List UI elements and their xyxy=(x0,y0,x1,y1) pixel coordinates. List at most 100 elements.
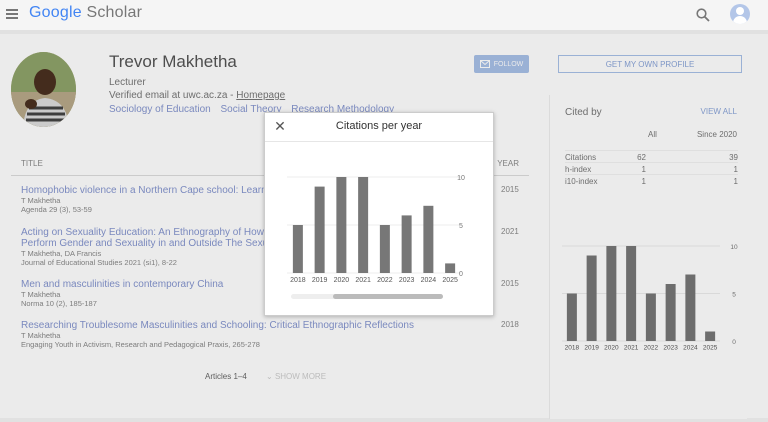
stats-row-i10-index: i10-index 1 1 xyxy=(565,174,738,186)
stats-row-h-index: h-index 1 1 xyxy=(565,162,738,174)
article-title-line-2[interactable]: Perform Gender and Sexuality in and Outs… xyxy=(21,238,274,249)
bar-2018[interactable] xyxy=(292,225,303,273)
article-year: 2018 xyxy=(501,320,519,329)
follow-label: FOLLOW xyxy=(493,60,524,68)
article-venue: Journal of Educational Studies 2021 (si1… xyxy=(21,258,177,267)
google-scholar-logo[interactable]: Google Scholar xyxy=(29,4,142,22)
email-text: Verified email at uwc.ac.za - xyxy=(109,90,237,101)
stats-label[interactable]: Citations xyxy=(565,153,597,162)
profile-role: Lecturer xyxy=(109,77,146,88)
stats-since: 1 xyxy=(733,165,738,174)
chevron-down-icon: ⌄ xyxy=(266,372,273,381)
x-tick-label: 2022 xyxy=(644,345,659,352)
x-tick-label: 2019 xyxy=(312,277,328,284)
citations-mini-chart[interactable]: 0 5 10 2018 2019 2020 2021 2022 2023 2024 2025 xyxy=(560,236,745,354)
cited-by-title: Cited by xyxy=(565,107,602,118)
article-year: 2015 xyxy=(501,185,519,194)
article-title[interactable]: Researching Troublesome Masculinities an… xyxy=(21,320,414,331)
stats-all: 1 xyxy=(641,165,646,174)
stats-label[interactable]: h-index xyxy=(565,165,592,174)
bar-2020[interactable] xyxy=(606,246,617,341)
dialog-divider xyxy=(265,141,493,142)
mail-icon xyxy=(479,60,490,68)
close-icon[interactable]: ✕ xyxy=(274,118,286,134)
chart-scroll-thumb[interactable] xyxy=(333,294,443,299)
citations-per-year-chart: 0 5 10 2018 2019 2020 2021 2022 2023 2024 2025 xyxy=(287,175,465,284)
bar-2022[interactable] xyxy=(645,293,656,342)
bar-2021[interactable] xyxy=(358,177,369,273)
bar-2019[interactable] xyxy=(314,186,325,273)
dialog-title: Citations per year xyxy=(335,120,423,132)
article-authors: T Makhetha, DA Francis xyxy=(21,249,102,258)
stats-since: 1 xyxy=(733,177,738,186)
bar-2018[interactable] xyxy=(566,293,577,342)
interest-sociology-of-education[interactable]: Sociology of Education xyxy=(109,104,211,115)
article-year: 2015 xyxy=(501,279,519,288)
column-title[interactable]: TITLE xyxy=(21,159,43,168)
search-icon[interactable] xyxy=(695,7,711,23)
homepage-link[interactable]: Homepage xyxy=(236,90,286,101)
show-more-button[interactable]: ⌄ SHOW MORE xyxy=(266,372,326,381)
article-title[interactable]: Homophobic violence in a Northern Cape s… xyxy=(21,185,281,196)
article-year: 2021 xyxy=(501,227,519,236)
show-more-label: SHOW MORE xyxy=(274,372,327,381)
bar-2021[interactable] xyxy=(626,246,637,341)
stats-since: 39 xyxy=(729,153,738,162)
table-row: Men and masculinities in contemporary Ch… xyxy=(21,279,521,308)
x-tick-label: 2019 xyxy=(584,345,599,352)
stats-row-citations: Citations 62 39 xyxy=(565,150,738,162)
profile-name: Trevor Makhetha xyxy=(109,52,237,71)
x-tick-label: 2023 xyxy=(399,277,415,284)
profile-email: Verified email at uwc.ac.za - Homepage xyxy=(109,90,285,101)
table-row: Researching Troublesome Masculinities an… xyxy=(21,320,521,349)
chart-scrollbar[interactable] xyxy=(291,294,443,299)
stats-label[interactable]: i10-index xyxy=(565,177,598,186)
x-tick-label: 2020 xyxy=(334,277,350,284)
x-tick-label: 2024 xyxy=(683,345,698,352)
table-row: Acting on Sexuality Education: An Ethnog… xyxy=(21,227,521,267)
x-tick-label: 2020 xyxy=(604,345,619,352)
x-tick-label: 2024 xyxy=(421,277,437,284)
view-all-link[interactable]: VIEW ALL xyxy=(700,107,737,116)
bar-2023[interactable] xyxy=(401,215,412,273)
article-authors: T Makhetha xyxy=(21,196,61,205)
account-avatar-icon[interactable] xyxy=(730,4,750,24)
top-bar: Google Scholar xyxy=(0,0,768,30)
profile-photo xyxy=(11,52,76,127)
stats-all: 1 xyxy=(641,177,646,186)
column-year[interactable]: YEAR xyxy=(497,159,519,168)
profile-page: Trevor Makhetha Lecturer Verified email … xyxy=(0,34,768,419)
logo-google: Google xyxy=(29,4,82,21)
articles-count: Articles 1–4 xyxy=(205,372,247,381)
follow-button[interactable]: FOLLOW xyxy=(474,55,529,73)
stats-col-all: All xyxy=(648,130,657,139)
bar-2025[interactable] xyxy=(445,263,456,273)
y-tick-label: 5 xyxy=(732,292,736,299)
bar-2024[interactable] xyxy=(685,274,696,342)
bar-2019[interactable] xyxy=(586,255,597,342)
article-venue: Agenda 29 (3), 53-59 xyxy=(21,205,92,214)
article-title[interactable]: Men and masculinities in contemporary Ch… xyxy=(21,279,224,290)
bar-2022[interactable] xyxy=(379,225,390,273)
x-tick-label: 2023 xyxy=(663,345,678,352)
bar-2023[interactable] xyxy=(665,284,676,341)
bar-2024[interactable] xyxy=(423,205,434,273)
stats-all: 62 xyxy=(637,153,646,162)
x-tick-label: 2018 xyxy=(290,277,306,284)
research-interests: Sociology of Education Social Theory Res… xyxy=(109,104,401,115)
x-tick-label: 2025 xyxy=(442,277,458,284)
x-tick-label: 2021 xyxy=(624,345,639,352)
interest-social-theory[interactable]: Social Theory xyxy=(220,104,282,115)
y-tick-label: 10 xyxy=(730,244,738,251)
hamburger-menu-icon[interactable] xyxy=(6,9,18,19)
y-tick-label: 0 xyxy=(732,339,736,346)
y-tick-label: 5 xyxy=(459,223,463,230)
citations-dialog: ✕ Citations per year 0 5 10 2018 2019 2020 202… xyxy=(264,112,494,316)
bar-2020[interactable] xyxy=(336,177,347,273)
article-title[interactable]: Acting on Sexuality Education: An Ethnog… xyxy=(21,227,274,238)
stats-col-since: Since 2020 xyxy=(696,130,737,139)
bar-2025[interactable] xyxy=(705,331,716,342)
x-tick-label: 2025 xyxy=(703,345,718,352)
interest-research-methodology[interactable]: Research Methodology xyxy=(291,104,395,115)
get-my-own-profile-button[interactable]: GET MY OWN PROFILE xyxy=(558,55,742,73)
